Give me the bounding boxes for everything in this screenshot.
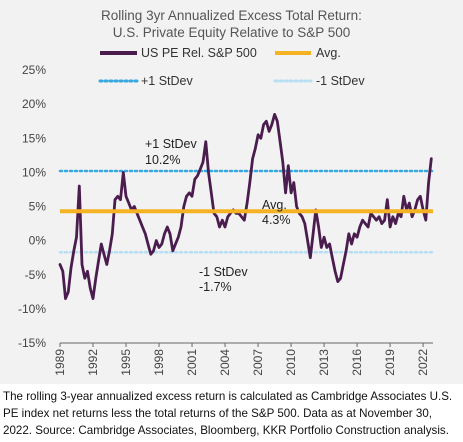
annotation-minus-stdev-label: -1 StDev [199,265,248,279]
x-tick-label: 2001 [185,349,199,376]
y-tick-label: 25% [22,63,46,77]
annotation-avg-value: 4.3% [262,213,291,227]
annotation-plus-stdev-value: 10.2% [145,153,180,167]
chart-subtitle: U.S. Private Equity Relative to S&P 500 [112,25,351,40]
x-tick-label: 2010 [284,349,298,376]
chart-panel: Rolling 3yr Annualized Excess Total Retu… [0,0,463,384]
x-tick-label: 1989 [53,349,67,376]
x-tick-label: 1995 [119,349,133,376]
y-tick-label: 5% [29,200,47,214]
y-tick-label: -10% [18,302,46,316]
x-tick-label: 2022 [416,349,430,376]
y-tick-label: -5% [25,268,47,282]
y-tick-label: -15% [18,336,46,350]
annotation-plus-stdev-label: +1 StDev [145,137,198,151]
x-tick-label: 1998 [152,349,166,376]
x-tick-label: 2013 [317,349,331,376]
x-tick-label: 2004 [218,349,232,376]
x-tick-label: 2016 [350,349,364,376]
y-tick-label: 0% [29,234,47,248]
x-tick-label: 2019 [383,349,397,376]
legend-label-avg: Avg. [316,46,341,60]
annotation-avg-label: Avg. [262,198,287,212]
annotation-minus-stdev-value: -1.7% [199,280,232,294]
legend-label-main: US PE Rel. S&P 500 [141,46,257,60]
legend-label-plus-stdev: +1 StDev [141,74,194,88]
chart-title: Rolling 3yr Annualized Excess Total Retu… [101,8,362,23]
x-tick-label: 2007 [251,349,265,376]
legend-label-minus-stdev: -1 StDev [316,74,365,88]
footnote: The rolling 3-year annualized excess ret… [3,390,453,437]
x-tick-label: 1992 [86,349,100,376]
y-tick-label: 10% [22,165,46,179]
y-tick-label: 15% [22,131,46,145]
y-tick-label: 20% [22,97,46,111]
chart-plot: 25% 20% 15% 10% 5% 0% -5% -10% -15% 1989 1992 1995 1… [18,46,435,376]
